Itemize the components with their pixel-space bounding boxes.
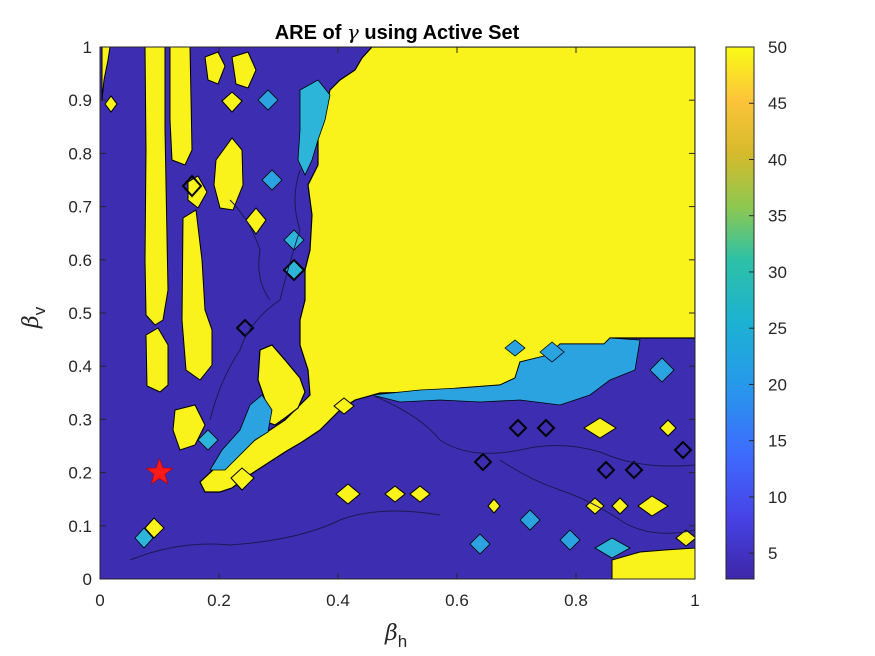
colorbar-tick-label: 35 [768,207,787,226]
colorbar-fill [726,47,754,579]
y-tick-label: 0.3 [68,410,92,429]
contour-line [499,459,695,534]
y-tick-label: 0.1 [68,517,92,536]
blue-speckle [539,341,565,363]
yellow-column [204,51,226,85]
yellow-blob [611,547,695,579]
blue-speckle [261,169,283,191]
star-marker [145,457,174,485]
colorbar-tick-label: 10 [768,488,787,507]
colorbar-tick-label: 40 [768,150,787,169]
blue-speckle [469,533,491,555]
contour-ring [235,318,255,338]
y-axis-label: βv [19,306,49,329]
yellow-column [181,209,213,381]
contour-line [371,394,695,467]
contour-ring [282,258,306,282]
colorbar-frame [725,46,755,580]
contour-ring [624,460,644,480]
contour-line [129,510,441,561]
blue-speckle [134,527,154,549]
x-tick-label: 0.4 [326,591,350,610]
yellow-column [144,47,169,326]
chart-title: ARE of γ using Active Set [275,20,520,44]
yellow-blob [659,419,677,437]
transition-band [209,394,273,471]
yellow-blob [230,467,255,491]
contour-ring [536,418,556,438]
yellow-blob [333,397,355,415]
yellow-blob [144,517,165,539]
contour-ring [473,452,493,472]
colorbar: 5 10 15 20 25 30 35 40 45 50 [725,38,787,580]
colorbar-tick-label: 45 [768,94,787,113]
y-axis-ticks: 0 0.1 0.2 0.3 0.4 0.5 0.6 0.7 0.8 0.9 1 [68,38,695,589]
x-axis-ticks: 0 0.2 0.4 0.6 0.8 1 [95,47,700,610]
y-tick-label: 0.5 [68,304,92,323]
contour-line [229,199,271,301]
contour-ring [181,174,203,198]
x-tick-label: 0.2 [207,591,231,610]
colorbar-ticks: 5 10 15 20 25 30 35 40 45 50 [749,38,787,563]
transition-band [371,337,641,406]
yellow-blob [384,485,406,503]
yellow-blob [104,95,118,113]
blue-speckle [559,529,581,551]
x-tick-label: 0 [95,591,104,610]
yellow-column [213,137,244,211]
yellow-blob [611,497,629,515]
colorbar-tick-label: 15 [768,432,787,451]
x-axis-label: βh [384,621,407,651]
yellow-column [172,404,206,451]
x-tick-label: 0.8 [564,591,588,610]
blue-speckle [649,357,675,383]
colorbar-tick-label: 50 [768,38,787,57]
yellow-column [231,51,257,89]
y-tick-label: 0.6 [68,251,92,270]
contour-ring [673,440,693,460]
transition-band [297,79,331,176]
y-tick-label: 0.7 [68,198,92,217]
yellow-blob [409,485,431,503]
blue-speckle [594,537,631,559]
blue-speckle [197,429,219,451]
colorbar-tick-label: 20 [768,375,787,394]
colorbar-tick-label: 5 [768,544,777,563]
y-tick-label: 0.8 [68,144,92,163]
yellow-column [145,327,169,393]
contour-ring [596,460,616,480]
blue-speckle [283,229,305,251]
blue-speckle [257,89,279,111]
y-tick-label: 0.9 [68,91,92,110]
contour-line [209,169,301,421]
x-tick-label: 0.6 [445,591,469,610]
contour-ring [508,418,528,438]
yellow-blob [245,207,267,235]
colorbar-tick-label: 30 [768,263,787,282]
yellow-blob [487,498,501,514]
x-tick-label: 1 [690,591,699,610]
plot-area [100,47,695,579]
blue-speckle [519,509,541,531]
blue-speckle [504,339,526,357]
yellow-blob [585,497,605,515]
yellow-column [101,47,111,101]
y-tick-label: 0.4 [68,357,92,376]
yellow-blob [637,495,669,517]
yellow-blob [335,483,361,505]
yellow-column [187,175,208,209]
y-tick-label: 0.2 [68,464,92,483]
yellow-column [169,47,193,166]
yellow-blob [221,91,243,113]
y-tick-label: 0 [83,570,92,589]
colorbar-tick-label: 25 [768,319,787,338]
y-tick-label: 1 [83,38,92,57]
plateau-stem [257,344,306,426]
yellow-blob [583,417,617,439]
